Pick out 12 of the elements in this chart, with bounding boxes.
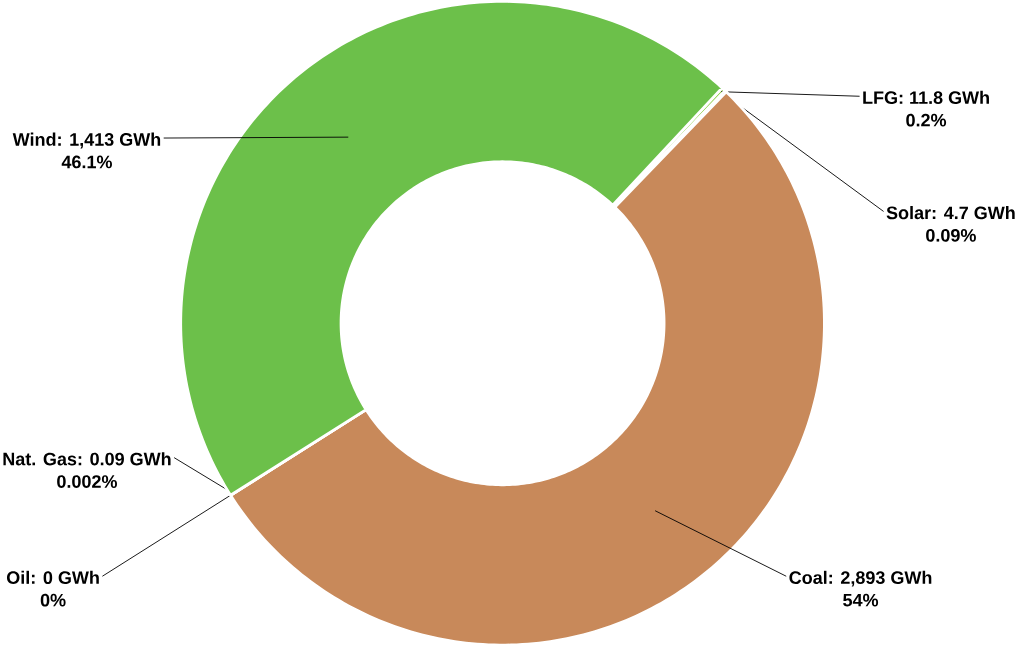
data-label: 46.1% [61, 155, 112, 169]
text: 0% [40, 594, 66, 607]
data-label: 0.09% [926, 229, 976, 242]
slice-label: LFG: 11.8 GWh [863, 91, 989, 105]
category-label: Oil: 0 GWh [6, 571, 99, 585]
data-label: 0.2% [906, 114, 947, 127]
slice-label: Nat. Gas: 0.09 GWh [3, 452, 171, 466]
data-label: 0.002% [57, 475, 117, 489]
data-label: 54% [843, 594, 879, 607]
slice-label: Solar: 4.7 GWh [886, 206, 1015, 220]
slice-label: Wind: 1,413 GWh [12, 132, 161, 149]
slice-label: Coal: 2,893 GWh [789, 571, 932, 587]
